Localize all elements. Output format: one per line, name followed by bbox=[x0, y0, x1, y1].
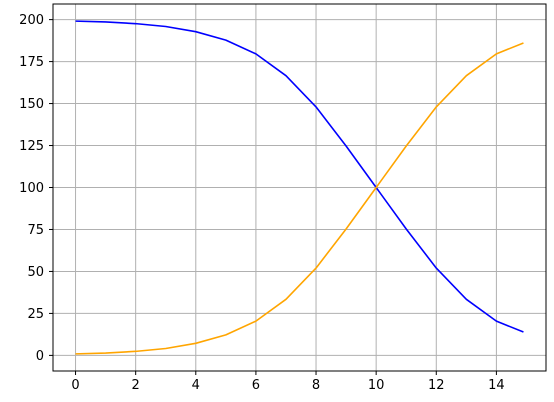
y-tick-label: 150 bbox=[19, 97, 44, 112]
x-tick-label: 8 bbox=[312, 378, 320, 393]
series-line-2 bbox=[75, 42, 524, 355]
x-tick-label: 0 bbox=[71, 378, 79, 393]
y-axis: 0 25 50 75 100 125 150 175 200 bbox=[19, 13, 53, 364]
y-tick-label: 125 bbox=[19, 139, 44, 154]
y-tick-label: 25 bbox=[27, 307, 44, 322]
y-tick-label: 0 bbox=[36, 349, 44, 364]
x-tick-label: 6 bbox=[252, 378, 260, 393]
x-tick-label: 10 bbox=[368, 378, 385, 393]
y-tick-label: 175 bbox=[19, 55, 44, 70]
x-tick-label: 12 bbox=[428, 378, 445, 393]
y-tick-label: 75 bbox=[27, 223, 44, 238]
x-tick-label: 2 bbox=[132, 378, 140, 393]
x-tick-label: 4 bbox=[192, 378, 200, 393]
y-tick-label: 200 bbox=[19, 13, 44, 28]
series-lines bbox=[75, 20, 524, 355]
y-tick-label: 100 bbox=[19, 181, 44, 196]
series-line-1 bbox=[75, 20, 524, 333]
x-axis: 0 2 4 6 8 10 12 14 bbox=[71, 371, 505, 393]
x-tick-label: 14 bbox=[488, 378, 505, 393]
y-tick-label: 50 bbox=[27, 265, 44, 280]
